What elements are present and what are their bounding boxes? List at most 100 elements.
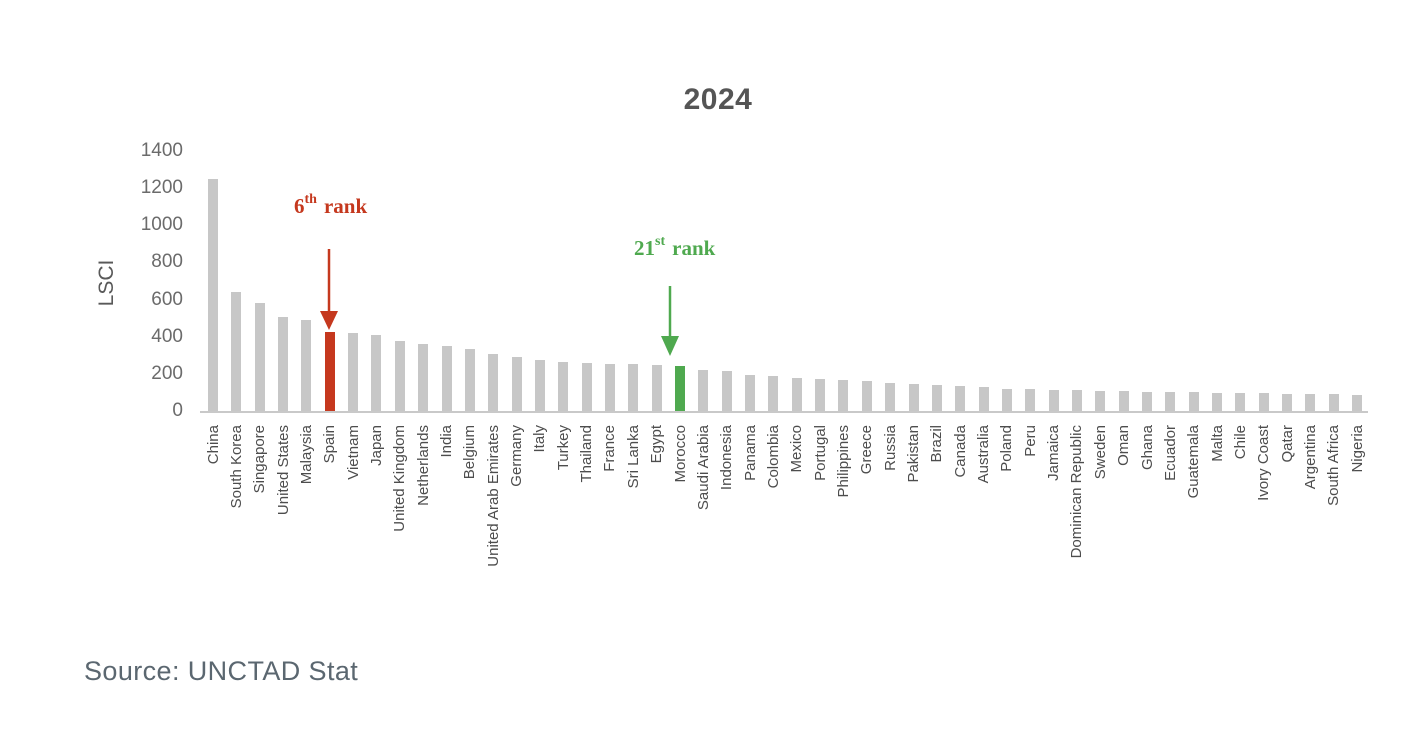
- x-tick-label-spain: Spain: [321, 425, 339, 464]
- x-tick-label-philippines: Philippines: [834, 425, 852, 498]
- x-tick-label-india: India: [438, 425, 455, 458]
- x-tick-label-morocco: Morocco: [671, 425, 689, 483]
- bar-united-arab-emirates: [488, 354, 499, 411]
- bar-india: [441, 346, 452, 411]
- x-tick-label-vietnam: Vietnam: [344, 425, 362, 480]
- bar-germany: [511, 357, 522, 411]
- green-down-arrow-icon: [661, 286, 679, 356]
- bar-greece: [861, 381, 872, 411]
- x-tick-label-ghana: Ghana: [1138, 425, 1156, 471]
- y-tick-label: 1000: [140, 214, 183, 236]
- x-tick-label-argentina: Argentina: [1301, 425, 1319, 490]
- x-tick-label-saudi-arabia: Saudi Arabia: [694, 425, 712, 511]
- bar-colombia: [768, 376, 779, 411]
- bar-poland: [1001, 389, 1012, 411]
- bar-mexico: [791, 378, 802, 411]
- bar-dominican-republic: [1071, 390, 1082, 411]
- bar-china: [208, 179, 218, 411]
- x-tick-label-egypt: Egypt: [648, 425, 666, 464]
- x-tick-label-south-korea: South Korea: [227, 425, 245, 509]
- bar-malta: [1212, 393, 1223, 411]
- x-tick-label-brazil: Brazil: [928, 425, 946, 463]
- bar-nigeria: [1352, 395, 1363, 411]
- x-axis-line: [200, 411, 1368, 413]
- rank-word: rank: [323, 194, 368, 218]
- y-tick-label: 200: [151, 362, 183, 384]
- bar-portugal: [815, 379, 826, 411]
- bar-morocco: [675, 366, 685, 411]
- bar-france: [604, 364, 615, 411]
- bar-thailand: [581, 363, 592, 411]
- x-tick-label-italy: Italy: [531, 425, 549, 453]
- x-tick-label-united-states: United States: [274, 425, 292, 516]
- bar-united-states: [278, 317, 289, 411]
- x-tick-label-sweden: Sweden: [1091, 425, 1109, 480]
- y-tick-label: 600: [151, 288, 183, 310]
- y-tick-label: 800: [151, 251, 183, 273]
- bar-oman: [1118, 391, 1129, 411]
- x-tick-label-qatar: Qatar: [1278, 425, 1296, 463]
- bar-russia: [885, 383, 896, 411]
- x-tick-label-nigeria: Nigeria: [1348, 425, 1366, 473]
- rank-word: rank: [672, 236, 716, 260]
- bar-japan: [371, 335, 382, 411]
- y-tick-label: 0: [172, 400, 183, 421]
- x-tick-label-greece: Greece: [858, 425, 876, 475]
- bar-sri-lanka: [628, 364, 639, 411]
- bar-pakistan: [908, 384, 919, 411]
- bar-spain: [324, 332, 335, 411]
- bar-philippines: [838, 380, 849, 411]
- x-tick-label-oman: Oman: [1115, 425, 1133, 466]
- x-tick-label-chile: Chile: [1231, 425, 1249, 460]
- x-tick-label-singapore: Singapore: [251, 425, 269, 494]
- x-tick-label-south-africa: South Africa: [1325, 425, 1343, 506]
- bar-sweden: [1095, 391, 1106, 411]
- bar-united-kingdom: [394, 341, 405, 411]
- x-tick-label-united-arab-emirates: United Arab Emirates: [484, 425, 502, 567]
- x-tick-label-russia: Russia: [881, 425, 899, 471]
- x-tick-label-ecuador: Ecuador: [1161, 425, 1179, 481]
- bar-turkey: [558, 362, 569, 411]
- bar-italy: [534, 360, 545, 411]
- rank-number: 21: [634, 236, 655, 260]
- y-tick-label: 1200: [140, 177, 183, 199]
- x-tick-label-australia: Australia: [975, 425, 993, 484]
- x-tick-label-china: China: [204, 425, 222, 465]
- bar-argentina: [1305, 394, 1316, 411]
- bar-qatar: [1282, 394, 1293, 411]
- y-tick-label: 400: [151, 325, 183, 347]
- x-tick-label-malta: Malta: [1208, 425, 1226, 462]
- x-tick-label-peru: Peru: [1021, 425, 1039, 457]
- chart-title: 2024: [683, 83, 753, 116]
- bar-singapore: [254, 303, 265, 411]
- x-tick-label-united-kingdom: United Kingdom: [391, 425, 409, 532]
- bar-netherlands: [418, 344, 429, 411]
- x-tick-label-colombia: Colombia: [764, 425, 782, 489]
- rank-suffix: th: [304, 192, 317, 207]
- x-tick-label-portugal: Portugal: [811, 425, 829, 481]
- x-tick-label-indonesia: Indonesia: [718, 425, 736, 491]
- bar-guatemala: [1188, 392, 1199, 411]
- bar-australia: [978, 387, 989, 411]
- bar-vietnam: [348, 333, 359, 411]
- bar-south-korea: [231, 292, 242, 411]
- bar-ivory-coast: [1258, 393, 1269, 411]
- bar-indonesia: [721, 371, 732, 411]
- x-tick-label-canada: Canada: [951, 425, 969, 478]
- x-tick-label-belgium: Belgium: [461, 425, 479, 480]
- x-tick-label-germany: Germany: [508, 425, 526, 487]
- y-tick-label: 1400: [140, 140, 183, 162]
- x-tick-label-panama: Panama: [741, 425, 759, 481]
- red-down-arrow-icon: [320, 249, 338, 330]
- bar-malaysia: [301, 320, 312, 411]
- rank-suffix: st: [655, 234, 666, 249]
- bar-brazil: [931, 385, 942, 411]
- source-note: Source: UNCTAD Stat: [84, 656, 359, 686]
- bar-egypt: [651, 365, 662, 411]
- bar-ecuador: [1165, 392, 1176, 411]
- x-tick-label-jamaica: Jamaica: [1045, 425, 1063, 481]
- x-tick-label-dominican-republic: Dominican Republic: [1068, 425, 1086, 559]
- x-tick-label-malaysia: Malaysia: [297, 425, 315, 485]
- bar-belgium: [464, 349, 475, 411]
